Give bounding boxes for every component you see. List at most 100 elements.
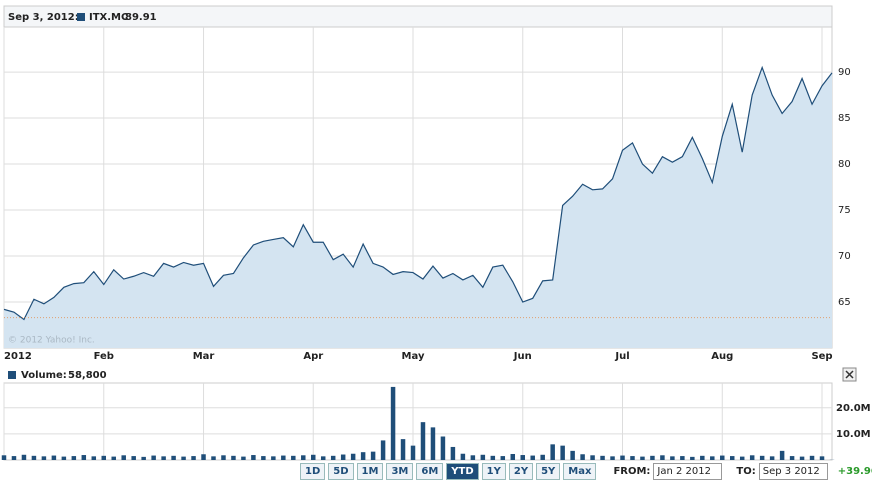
volume-bar: [201, 454, 206, 460]
change-percent: +39.96%: [837, 466, 872, 477]
volume-name: Volume:: [21, 370, 67, 381]
y-tick-label: 70: [838, 251, 851, 262]
range-button[interactable]: 1Y: [481, 463, 506, 480]
range-button[interactable]: 1D: [300, 463, 326, 480]
from-input[interactable]: Jan 2 2012: [653, 463, 723, 480]
volume-bar: [799, 456, 805, 460]
volume-bar: [51, 455, 57, 460]
volume-bar: [670, 456, 675, 460]
close-button[interactable]: [842, 367, 857, 382]
volume-bar: [470, 455, 476, 460]
volume-bar: [530, 455, 535, 460]
controls: 1D 5D 1M 3M 6M YTD 1Y 2Y 5Y Max FROM: Jan 2 2012 TO:…: [300, 463, 872, 480]
volume-bar: [660, 455, 665, 460]
range-button[interactable]: 5Y: [536, 463, 561, 480]
y-tick-label: 20.0M: [836, 403, 871, 414]
volume-bar: [450, 446, 456, 460]
volume-bar: [311, 454, 316, 460]
volume-bar: [340, 454, 346, 460]
volume-swatch: [8, 371, 16, 379]
volume-bar: [690, 456, 695, 460]
legend-name: ITX.MC: [89, 12, 128, 23]
volume-bar: [700, 455, 705, 460]
volume-bar: [590, 455, 595, 460]
range-button[interactable]: 1M: [356, 463, 384, 480]
volume-bar: [111, 456, 116, 460]
volume-bar: [769, 456, 775, 460]
volume-bar: [430, 427, 436, 460]
volume-bar: [301, 455, 306, 460]
volume-bar: [650, 455, 655, 460]
volume-bar: [71, 456, 77, 460]
volume-bar: [61, 456, 67, 460]
volume-bar: [101, 455, 107, 460]
volume-bar: [131, 456, 136, 460]
volume-bar: [360, 452, 366, 460]
x-tick-label: 2012: [4, 351, 32, 362]
volume-bar: [720, 455, 725, 460]
volume-bar: [390, 386, 396, 460]
legend-swatch: [77, 13, 85, 21]
volume-bar: [21, 454, 27, 460]
volume-bar: [241, 456, 246, 460]
volume-bar: [330, 455, 336, 460]
volume-bar: [560, 445, 565, 460]
volume-bar: [789, 456, 795, 460]
volume-bar: [420, 422, 426, 460]
range-button[interactable]: 5D: [328, 463, 354, 480]
volume-bar: [91, 456, 97, 460]
to-label: TO:: [736, 466, 756, 477]
volume-bar: [729, 456, 735, 460]
range-button[interactable]: 3M: [386, 463, 414, 480]
range-button[interactable]: 2Y: [508, 463, 534, 480]
volume-bar: [181, 456, 186, 460]
volume-bar: [11, 456, 17, 460]
volume-bar: [680, 456, 685, 460]
volume-bar: [739, 456, 745, 460]
volume-bar: [749, 455, 755, 460]
to-input[interactable]: Sep 3 2012: [758, 463, 828, 480]
y-tick-label: 85: [838, 113, 851, 124]
y-tick-label: 75: [838, 205, 851, 216]
volume-bar: [141, 456, 146, 460]
close-icon: [845, 370, 854, 379]
volume-bar: [550, 444, 555, 460]
volume-bar: [610, 456, 615, 460]
range-button[interactable]: Max: [563, 463, 597, 480]
volume-bar: [819, 456, 825, 460]
range-button[interactable]: 6M: [416, 463, 444, 480]
volume-bar: [211, 456, 216, 460]
volume-bar: [710, 456, 715, 460]
volume-bar: [31, 455, 37, 460]
volume-bar: [41, 456, 47, 460]
volume-bar: [151, 455, 156, 460]
volume-bar: [350, 453, 356, 460]
volume-bar: [380, 440, 386, 460]
volume-bar: [281, 455, 286, 460]
volume-bar: [490, 455, 496, 460]
volume-bar: [480, 454, 486, 460]
volume-bar: [291, 455, 296, 460]
volume-value: 58,800: [68, 370, 107, 381]
range-button[interactable]: YTD: [446, 463, 479, 480]
y-tick-label: 90: [838, 67, 851, 78]
volume-bar: [81, 455, 87, 460]
volume-bar: [221, 455, 226, 460]
volume-bar: [540, 454, 545, 460]
volume-bar: [630, 456, 635, 460]
volume-bar: [600, 455, 605, 460]
y-tick-label: 10.0M: [836, 429, 871, 440]
header-date: Sep 3, 2012:: [8, 12, 79, 23]
volume-bar: [570, 450, 575, 460]
volume-bar: [460, 453, 466, 460]
volume-area: [3, 382, 833, 461]
volume-bar: [320, 456, 326, 460]
volume-bar: [1, 455, 7, 460]
volume-bar: [191, 456, 196, 460]
volume-bar: [370, 451, 376, 460]
from-label: FROM:: [613, 466, 651, 477]
x-tick-label: Aug: [711, 351, 733, 362]
volume-bar: [779, 450, 785, 460]
